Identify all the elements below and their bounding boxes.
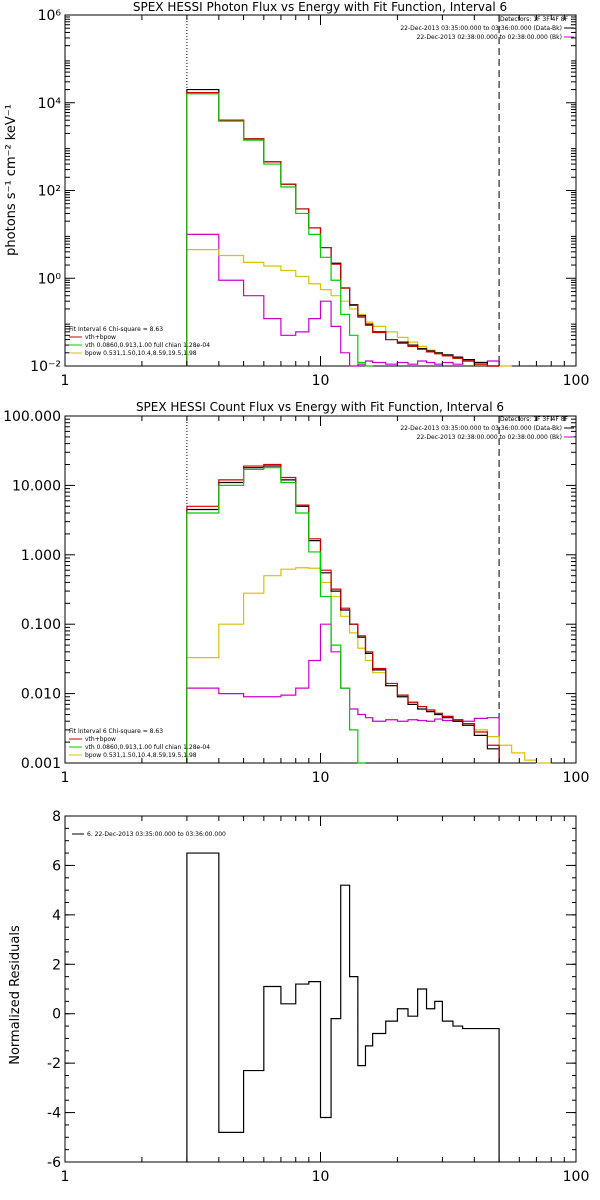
y-tick-label: -6 xyxy=(47,1155,61,1171)
count-detectors-label: Detectors: 1F 3F 4F 8F xyxy=(500,416,569,423)
photon-legend-fit: vth+bpow xyxy=(85,334,116,341)
residuals-panel-ticks: 1 10 100 -6 -4 -2 0 2 4 6 8 xyxy=(47,809,589,1185)
count-panel-title: SPEX HESSI Count Flux vs Energy with Fit… xyxy=(136,400,504,414)
series-bk-line xyxy=(186,233,500,367)
photon-panel-ticks: 1 10 100 10⁻² 10⁰ 10² 10⁴ 10⁶ xyxy=(30,8,589,389)
count-flux-panel: SPEX HESSI Count Flux vs Energy with Fit… xyxy=(3,400,589,786)
y-tick-label: 4 xyxy=(52,908,61,924)
series-bk-line xyxy=(186,623,500,763)
x-tick-label: 1 xyxy=(61,373,70,389)
series-bpow-line xyxy=(186,567,552,764)
photon-panel-legend-left: Fit Interval 6 Chi-square = 8.63 vth+bpo… xyxy=(69,326,210,357)
residuals-panel-series xyxy=(186,852,500,1162)
photon-legend-bk: 22-Dec-2013 02:38:00.000 to 02:38:00.000… xyxy=(417,34,562,41)
residuals-panel: Normalized Residuals 1 10 100 -6 -4 -2 0 2 4 6 8 6… xyxy=(8,809,589,1185)
x-tick-label: 100 xyxy=(563,770,590,786)
y-tick-label: 2 xyxy=(52,957,61,973)
count-legend-data: 22-Dec-2013 03:35:00.000 to 03:36:00.000… xyxy=(400,425,562,432)
count-legend-bpow: bpow 0.531,1.50,10.4,8.59,19.5,1.98 xyxy=(85,752,197,759)
photon-detectors-label: Detectors: 1F 3F 4F 8F xyxy=(500,16,569,23)
y-tick-label: 1.000 xyxy=(21,548,61,564)
y-tick-label: 0.001 xyxy=(21,756,61,772)
x-tick-label: 10 xyxy=(312,373,330,389)
x-tick-label: 10 xyxy=(312,1169,330,1185)
y-tick-label: 0.100 xyxy=(21,617,61,633)
x-tick-label: 10 xyxy=(312,770,330,786)
series-vth-line xyxy=(186,467,366,764)
photon-legend-data: 22-Dec-2013 03:35:00.000 to 03:36:00.000… xyxy=(400,25,562,32)
photon-flux-panel: SPEX HESSI Photon Flux vs Energy with Fi… xyxy=(4,0,589,389)
residuals-legend-label: 6. 22-Dec-2013 03:35:00.000 to 03:36:00.… xyxy=(87,831,226,838)
photon-fit-header: Fit Interval 6 Chi-square = 8.63 xyxy=(69,326,163,333)
y-tick-label: 0 xyxy=(52,1007,61,1023)
x-tick-label: 100 xyxy=(563,1169,590,1185)
count-panel-ticks: 1 10 100 0.001 0.010 0.100 1.000 10.000 100.000 xyxy=(3,409,589,786)
y-tick-label: 10.000 xyxy=(12,478,61,494)
photon-panel-title: SPEX HESSI Photon Flux vs Energy with Fi… xyxy=(133,0,507,14)
series-bpow-line xyxy=(186,248,512,367)
series-residuals-line xyxy=(186,852,500,1162)
series-data-bk-line xyxy=(186,465,500,763)
x-tick-label: 1 xyxy=(61,1169,70,1185)
y-tick-label: -2 xyxy=(47,1056,61,1072)
y-tick-label: 6 xyxy=(52,858,61,874)
x-tick-label: 1 xyxy=(61,770,70,786)
y-tick-label: 10⁰ xyxy=(38,271,62,287)
photon-panel-series xyxy=(186,88,512,367)
residuals-panel-ylabel: Normalized Residuals xyxy=(8,925,23,1065)
series-vth-line xyxy=(186,93,373,367)
y-tick-label: 10² xyxy=(38,184,61,200)
y-tick-label: 10⁻² xyxy=(30,359,61,375)
photon-legend-bpow: bpow 0.531,1.50,10.4,8.59,19.5,1.98 xyxy=(85,350,197,357)
photon-panel-ylabel: photons s⁻¹ cm⁻² keV⁻¹ xyxy=(4,104,19,256)
count-panel-legend-right: Detectors: 1F 3F 4F 8F 22-Dec-2013 03:35… xyxy=(400,416,574,441)
series-data-bk-line xyxy=(186,88,500,367)
y-tick-label: 10⁴ xyxy=(38,96,62,112)
series-vth-bpow-line xyxy=(186,92,500,367)
y-tick-label: 10⁶ xyxy=(38,8,62,24)
count-legend-vth: vth 0.0860,0.913,1.00 full chian 1.28e-0… xyxy=(85,744,210,751)
x-tick-label: 100 xyxy=(563,373,590,389)
y-tick-label: 0.010 xyxy=(21,687,61,703)
count-legend-bk: 22-Dec-2013 02:38:00.000 to 02:38:00.000… xyxy=(417,434,562,441)
count-panel-series xyxy=(186,463,552,764)
y-tick-label: 100.000 xyxy=(3,409,61,425)
y-tick-label: 8 xyxy=(52,809,61,825)
photon-panel-legend-right: Detectors: 1F 3F 4F 8F 22-Dec-2013 03:35… xyxy=(400,16,574,41)
photon-legend-vth: vth 0.0860,0.913,1.00 full chian 1.28e-0… xyxy=(85,342,210,349)
residuals-panel-legend: 6. 22-Dec-2013 03:35:00.000 to 03:36:00.… xyxy=(72,831,226,838)
count-panel-legend-left: Fit Interval 6 Chi-square = 8.63 vth+bpo… xyxy=(69,728,210,759)
y-tick-label: -4 xyxy=(47,1106,61,1122)
count-fit-header: Fit Interval 6 Chi-square = 8.63 xyxy=(69,728,163,735)
count-legend-fit: vth+bpow xyxy=(85,736,116,743)
